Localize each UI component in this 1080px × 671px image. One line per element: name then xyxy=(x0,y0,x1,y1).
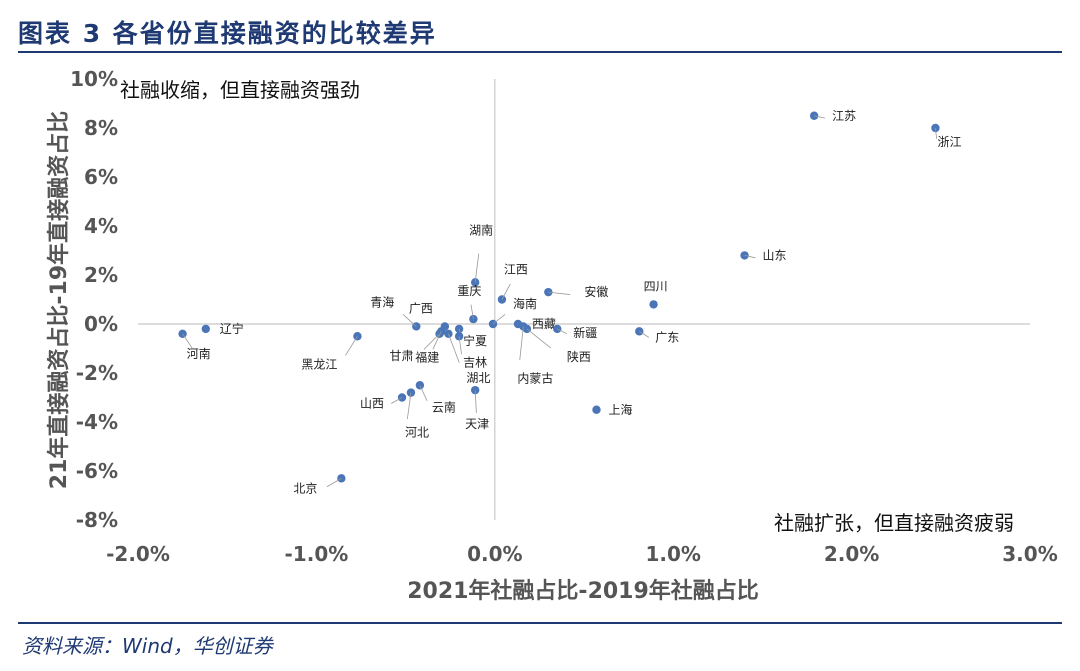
leader-line xyxy=(406,392,412,420)
point-label: 上海 xyxy=(608,402,632,417)
leader-line xyxy=(557,328,568,335)
point-label: 河北 xyxy=(405,426,429,440)
y-tick-label: 8% xyxy=(84,116,118,140)
y-tick-label: -4% xyxy=(76,410,118,434)
y-tick-label: 4% xyxy=(84,214,118,238)
point-label: 黑龙江 xyxy=(301,357,337,371)
y-tick-label: 6% xyxy=(84,165,118,189)
data-point xyxy=(553,324,562,334)
y-tick-label: 10% xyxy=(70,67,118,91)
leader-line xyxy=(474,253,480,283)
point-label: 福建 xyxy=(415,349,439,364)
point-label: 青海 xyxy=(370,294,394,309)
data-point xyxy=(544,287,553,297)
point-label: 山东 xyxy=(763,248,787,262)
point-label: 云南 xyxy=(432,399,456,414)
point-label: 安徽 xyxy=(584,284,608,299)
leader-line xyxy=(639,331,650,338)
x-axis-label: 2021年社融占比-2019年社融占比 xyxy=(407,578,759,604)
point-label: 吉林 xyxy=(463,355,487,369)
leader-line xyxy=(402,314,417,327)
y-axis-label: 21年直接融资占比-19年直接融资占比 xyxy=(46,111,72,489)
title-divider xyxy=(18,51,1062,53)
data-point xyxy=(454,324,464,334)
quadrant-note-bottom-right: 社融扩张，但直接融资疲弱 xyxy=(774,511,1014,535)
data-point xyxy=(592,405,601,414)
leader-line xyxy=(474,390,477,413)
data-point xyxy=(497,295,507,304)
y-tick-label: -8% xyxy=(76,508,118,532)
x-tick-label: 2.0% xyxy=(824,542,879,566)
y-tick-label: 2% xyxy=(84,263,118,287)
figure-title: 图表 3 各省份直接融资的比较差异 xyxy=(18,19,437,48)
leader-line xyxy=(448,333,460,363)
point-label: 新疆 xyxy=(573,325,597,340)
leader-line xyxy=(519,326,524,361)
point-label: 山西 xyxy=(360,397,384,411)
point-label: 广西 xyxy=(409,301,433,315)
point-label: 河南 xyxy=(187,346,211,361)
data-point xyxy=(649,300,658,309)
x-tick-label: 1.0% xyxy=(645,542,700,566)
x-tick-label: -1.0% xyxy=(285,542,349,566)
leader-line xyxy=(345,336,358,356)
point-label: 浙江 xyxy=(937,135,961,149)
x-tick-label: -2.0% xyxy=(106,542,170,566)
quadrant-note-top-left: 社融收缩，但直接融资强劲 xyxy=(120,78,360,102)
leader-line xyxy=(423,333,440,350)
x-tick-label: 3.0% xyxy=(1002,542,1057,566)
point-label: 陕西 xyxy=(567,349,591,364)
point-label: 湖南 xyxy=(469,222,493,237)
source-divider xyxy=(18,622,1062,624)
data-point xyxy=(437,327,446,336)
leader-line xyxy=(470,304,474,320)
point-label: 海南 xyxy=(513,296,537,311)
point-label: 重庆 xyxy=(457,284,481,298)
leader-line xyxy=(458,336,462,355)
x-tick-label: 0.0% xyxy=(467,542,522,566)
data-point xyxy=(406,388,416,397)
point-label: 甘肃 xyxy=(389,349,413,363)
data-point xyxy=(201,324,210,334)
leader-line xyxy=(744,255,756,259)
leader-line xyxy=(419,385,428,402)
leader-line xyxy=(935,127,938,139)
data-point xyxy=(635,327,644,336)
leader-line xyxy=(391,397,403,404)
leader-line xyxy=(548,291,570,295)
y-tick-label: -2% xyxy=(76,361,118,385)
point-label: 江西 xyxy=(504,263,528,277)
point-label: 北京 xyxy=(293,481,317,495)
point-label: 西藏 xyxy=(532,317,556,331)
point-label: 宁夏 xyxy=(463,333,487,348)
point-label: 湖北 xyxy=(466,370,490,385)
point-label: 江苏 xyxy=(832,109,856,123)
leader-line xyxy=(501,283,511,300)
leader-line xyxy=(326,478,342,488)
point-label: 内蒙古 xyxy=(517,370,553,385)
y-tick-label: 0% xyxy=(84,312,118,336)
point-label: 辽宁 xyxy=(220,321,244,336)
y-tick-label: -6% xyxy=(76,459,118,483)
leader-line xyxy=(814,115,826,119)
data-point xyxy=(444,329,453,338)
leader-line xyxy=(526,328,552,349)
scatter-chart: -8% -6% -4% -2% 0% 2% 4% 6% 8% 10% -2.0% -1.0% 0.0% 1… xyxy=(46,67,1058,604)
point-label: 天津 xyxy=(465,417,489,431)
data-point xyxy=(470,385,480,395)
point-label: 广东 xyxy=(655,330,679,344)
point-label: 四川 xyxy=(644,279,668,293)
leader-line xyxy=(492,314,506,325)
leader-line xyxy=(182,333,193,349)
leader-line xyxy=(432,331,442,350)
source-note: 资料来源：Wind，华创证券 xyxy=(22,634,273,658)
